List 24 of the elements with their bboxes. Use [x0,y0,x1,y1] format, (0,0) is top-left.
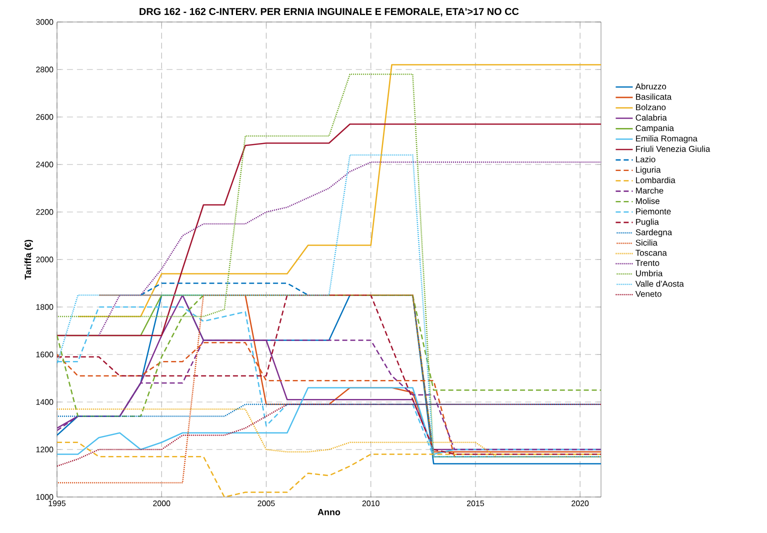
legend-label: Abruzzo [635,83,666,90]
chart-title: DRG 162 - 162 C-INTERV. PER ERNIA INGUINALE E FEMORALE, ETA'>17 NO CC [140,8,519,16]
legend-label: Marche [636,187,664,194]
legend-label: Puglia [636,218,659,227]
legend-label: Sardegna [636,229,672,237]
y-axis-title: Tariffa (€) [24,240,33,280]
x-axis-title: Anno [318,509,340,516]
legend-label: Bolzano [636,104,666,110]
legend-label: Molise [636,198,660,204]
legend-label: Piemonte [636,208,671,214]
legend-label: Friuli Venezia Giulia [636,146,710,152]
legend-label: Valle d'Aosta [635,280,684,287]
legend-label: Campania [636,124,674,133]
legend-label: Lombardia [636,176,676,184]
legend-label: Umbria [636,270,663,276]
legend-label: Emilia Romagna [636,135,698,144]
legend-label: Basilicata [636,94,672,100]
legend-label: Calabria [636,114,667,121]
legend-label: Liguria [636,166,661,174]
legend-label: Veneto [635,290,662,297]
legend-label: Lazio [636,156,656,162]
legend-label: Sicilia [636,239,658,246]
legend-label: Trento [636,260,660,266]
legend-label: Toscana [636,250,667,256]
